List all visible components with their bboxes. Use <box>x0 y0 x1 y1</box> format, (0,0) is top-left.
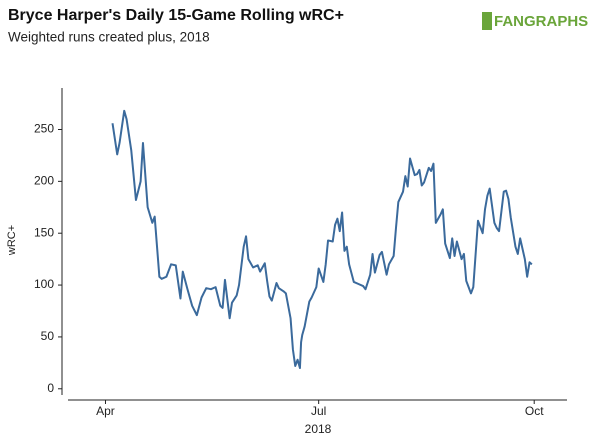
y-tick-label: 200 <box>34 174 54 188</box>
x-tick-label: Apr <box>96 404 115 418</box>
logo: FANGRAPHS <box>494 13 588 30</box>
x-tick-label: Oct <box>525 404 544 418</box>
x-axis-label: 2018 <box>305 422 332 436</box>
chart-title: Bryce Harper's Daily 15-Game Rolling wRC… <box>8 7 344 24</box>
y-tick-label: 50 <box>41 329 55 343</box>
x-tick-label: Jul <box>311 404 326 418</box>
line <box>111 109 533 370</box>
y-tick-label: 100 <box>34 277 54 291</box>
y-tick-label: 250 <box>34 122 54 136</box>
y-tick-label: 150 <box>34 225 54 239</box>
chart-subtitle: Weighted runs created plus, 2018 <box>8 30 210 45</box>
y-axis-label: wRC+ <box>6 225 18 256</box>
y-tick-label: 0 <box>47 381 54 395</box>
logo-icon <box>482 12 492 30</box>
